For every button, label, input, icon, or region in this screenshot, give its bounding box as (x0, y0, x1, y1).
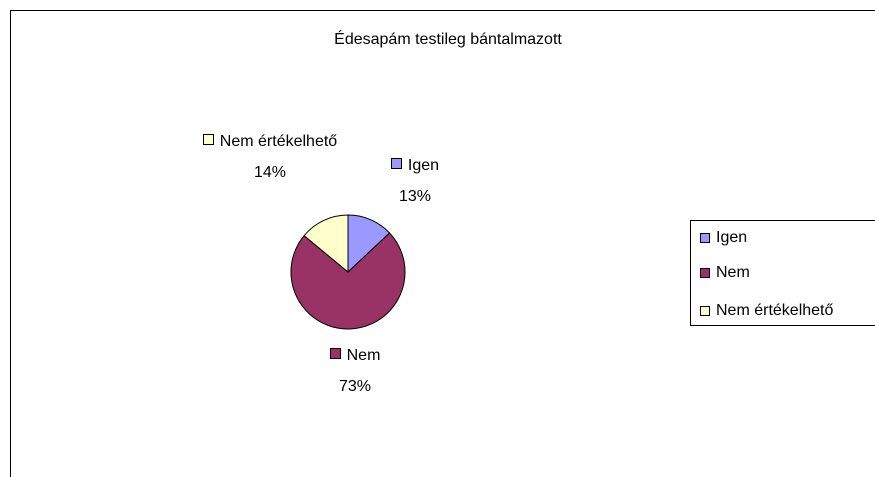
label-key (202, 134, 214, 145)
chart-title: Édesapám testileg bántalmazott (334, 29, 562, 48)
label-text: Igen (407, 157, 440, 174)
legend-label: Nem értékelhető (716, 302, 833, 319)
label-value: 13% (398, 188, 432, 205)
data-label: Nem értékelhető 14% (195, 126, 345, 188)
legend-label: Igen (716, 229, 747, 246)
label-text: Nem értékelhető (219, 133, 338, 150)
legend-swatch (700, 268, 710, 278)
data-label: Nem 73% (300, 340, 410, 402)
label-name: Igen (360, 150, 470, 181)
data-label: Igen 13% (360, 150, 470, 212)
label-value: 73% (338, 378, 372, 395)
pie-slice (290, 232, 406, 330)
legend-swatch (700, 306, 710, 316)
legend-swatch (700, 233, 710, 243)
label-key (329, 348, 341, 359)
label-key (390, 158, 402, 169)
label-name: Nem értékelhető (195, 126, 345, 157)
legend-box (690, 220, 875, 326)
label-value: 14% (253, 164, 287, 181)
label-name: Nem (300, 340, 410, 371)
legend-label: Nem (716, 264, 750, 281)
label-text: Nem (346, 347, 381, 364)
pie-slice (303, 214, 349, 274)
